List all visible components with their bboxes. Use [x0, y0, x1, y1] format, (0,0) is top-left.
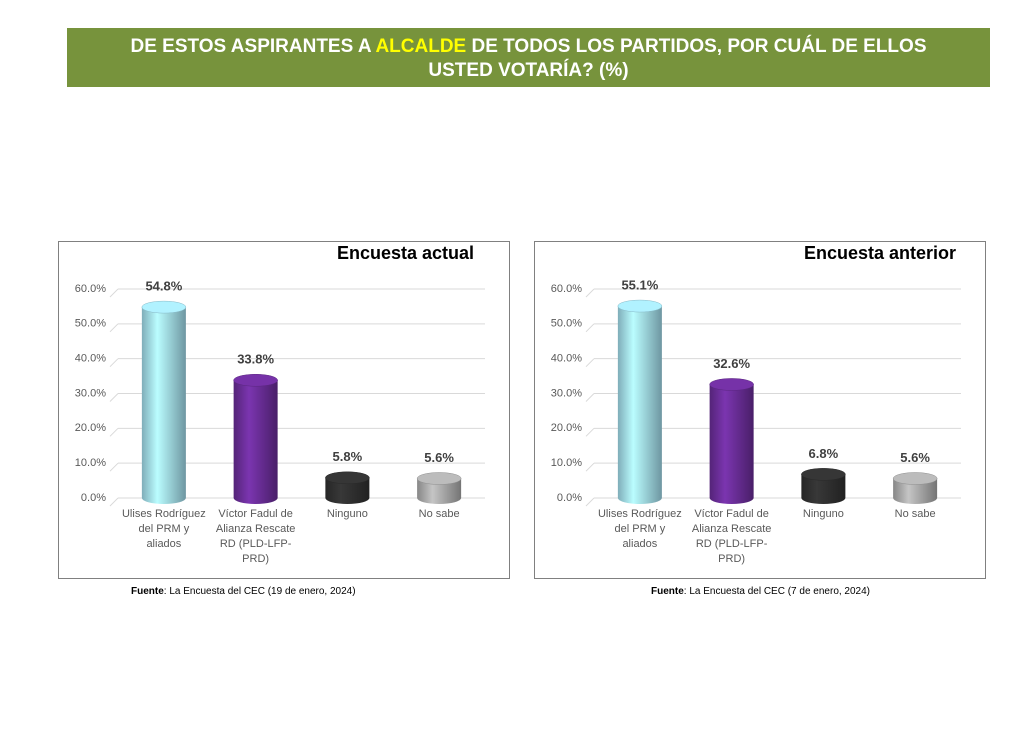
title-highlight: ALCALDE	[375, 36, 467, 57]
y-tick-label: 10.0%	[75, 457, 106, 469]
x-label-box: Ninguno	[326, 508, 368, 520]
source-note: Fuente: La Encuesta del CEC (7 de enero,…	[651, 586, 870, 597]
chart-frame	[58, 241, 510, 579]
x-tick-label: Ninguno	[802, 508, 844, 520]
source-text: : La Encuesta del CEC (7 de enero, 2024)	[683, 586, 871, 597]
value-label: 32.6%	[713, 356, 750, 371]
bar-top	[325, 471, 370, 485]
grid-line-depth	[109, 427, 119, 437]
chart-title: Encuesta anterior	[804, 243, 956, 263]
y-tick-label: 0.0%	[81, 492, 106, 504]
title-part: DE TODOS LOS PARTIDOS, POR CUÁL DE ELLOS…	[428, 36, 927, 81]
x-tick-label: Ulises Rodríguez del PRM y aliados	[121, 508, 206, 550]
grid-line-depth	[585, 497, 595, 507]
grid-line-depth	[585, 393, 595, 402]
value-label: 33.8%	[237, 352, 274, 367]
y-tick-label: 60.0%	[75, 283, 106, 295]
x-tick-label: Víctor Fadul de Alianza Rescate RD (PLD-…	[691, 508, 772, 565]
x-tick-label: No sabe	[418, 508, 460, 520]
grid-line-depth	[585, 323, 595, 333]
value-label: 5.6%	[424, 450, 454, 465]
value-label: 54.8%	[145, 279, 182, 294]
grid-line-depth	[585, 462, 595, 472]
source-note: Fuente: La Encuesta del CEC (19 de enero…	[131, 586, 356, 597]
bar	[141, 307, 186, 504]
bar-top	[709, 378, 754, 391]
bar-top	[233, 374, 278, 387]
source-text: : La Encuesta del CEC (19 de enero, 2024…	[163, 586, 356, 597]
bar	[893, 478, 938, 504]
grid-line-depth	[585, 288, 595, 298]
value-label: 55.1%	[621, 278, 658, 293]
grid-line-depth	[109, 462, 119, 472]
y-tick-label: 60.0%	[551, 283, 582, 295]
y-tick-label: 0.0%	[557, 492, 582, 504]
source-label: Fuente	[651, 586, 684, 597]
x-label-box: Víctor Fadul de Alianza Rescate RD (PLD-…	[215, 508, 296, 565]
grid-line-depth	[585, 427, 595, 437]
grid-line-depth	[109, 288, 119, 298]
y-tick-label: 50.0%	[551, 318, 582, 330]
x-label-box: Ninguno	[802, 508, 844, 520]
y-tick-label: 20.0%	[551, 422, 582, 434]
y-tick-label: 30.0%	[551, 387, 582, 399]
x-label-box: Víctor Fadul de Alianza Rescate RD (PLD-…	[691, 508, 772, 565]
chart-title: Encuesta actual	[337, 243, 474, 263]
y-tick-label: 40.0%	[551, 353, 582, 365]
bar	[417, 478, 462, 504]
grid-line-depth	[109, 323, 119, 333]
y-tick-label: 40.0%	[75, 353, 106, 365]
bar-top	[892, 472, 938, 485]
x-label-box: No sabe	[418, 508, 460, 520]
x-label-box: No sabe	[894, 508, 936, 520]
chart: Encuesta actual 0.0% 10.0% 20.0% 30.0% 40.0%…	[58, 241, 510, 579]
x-tick-label: No sabe	[894, 508, 936, 520]
y-tick-label: 50.0%	[75, 318, 106, 330]
bar	[709, 384, 754, 504]
bar	[325, 477, 370, 504]
chart: Encuesta anterior 0.0% 10.0% 20.0% 30.0% 40.…	[534, 241, 986, 579]
grid-line-depth	[109, 393, 119, 402]
bar-top	[801, 468, 846, 481]
source-label: Fuente	[131, 586, 164, 597]
grid-line-depth	[109, 497, 119, 507]
x-tick-label: Víctor Fadul de Alianza Rescate RD (PLD-…	[215, 508, 296, 565]
x-tick-label: Ninguno	[326, 508, 368, 520]
grid-line-depth	[585, 358, 595, 368]
x-tick-label: Ulises Rodríguez del PRM y aliados	[597, 508, 682, 550]
bar-top	[416, 472, 462, 485]
y-tick-label: 30.0%	[75, 387, 106, 399]
y-tick-label: 10.0%	[551, 457, 582, 469]
bar-top	[141, 300, 187, 314]
x-label-box: Ulises Rodríguez del PRM y aliados	[121, 508, 206, 550]
bar	[617, 306, 662, 504]
bar-top	[617, 299, 663, 313]
title-part: DE ESTOS ASPIRANTES A	[130, 36, 371, 57]
x-label-box: Ulises Rodríguez del PRM y aliados	[597, 508, 682, 550]
grid-line-depth	[109, 358, 119, 368]
bar	[801, 474, 846, 504]
y-tick-label: 20.0%	[75, 422, 106, 434]
value-label: 6.8%	[809, 446, 839, 461]
bar	[233, 380, 278, 504]
value-label: 5.8%	[333, 449, 363, 464]
value-label: 5.6%	[900, 450, 930, 465]
chart-frame	[534, 241, 986, 579]
header: DE ESTOS ASPIRANTES A ALCALDE DE TODOS L…	[67, 28, 990, 87]
